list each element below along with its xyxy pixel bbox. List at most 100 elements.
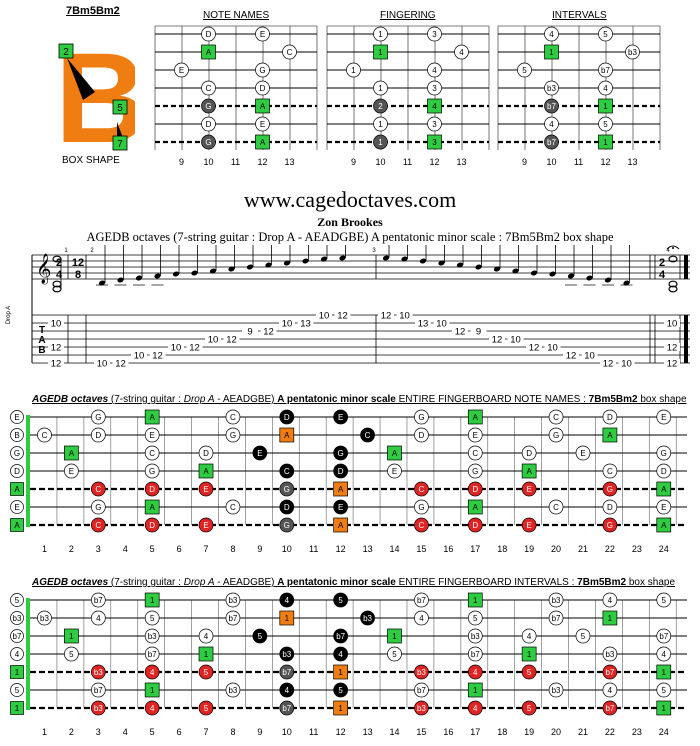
note-marker-square (333, 481, 349, 497)
fret-number: 3 (96, 544, 101, 554)
tab-number: 9 (476, 327, 481, 338)
note-head (438, 260, 445, 266)
tab-number: 10 (134, 351, 145, 362)
time-sig: 4 (659, 269, 666, 281)
tab-letter: A (38, 335, 45, 346)
note-label: E (203, 485, 208, 494)
note-label: E (14, 413, 19, 422)
note-marker-circle (144, 628, 160, 644)
note-label: 1 (473, 686, 478, 695)
note-marker-circle (387, 463, 402, 479)
note-marker-circle (255, 116, 270, 132)
note-label: b3 (94, 704, 103, 713)
note-label: G (607, 485, 613, 494)
note-label: 4 (432, 66, 437, 75)
note-marker-square (387, 628, 402, 644)
note-label: D (149, 521, 155, 530)
author: Zon Brookes (317, 215, 383, 229)
note-marker-circle (201, 116, 216, 132)
tab-bg (544, 343, 561, 351)
note-label: 5 (527, 668, 532, 677)
note-marker-circle (656, 409, 672, 425)
note-head (512, 268, 519, 274)
tab-bg (48, 359, 64, 367)
note-marker-circle (467, 517, 483, 533)
fret-number: 4 (123, 544, 128, 554)
note-label: E (257, 449, 262, 458)
note-label: E (69, 467, 74, 476)
note-label: D (419, 431, 425, 440)
tab-bg (94, 359, 110, 367)
logo-wedge-bottom (117, 122, 123, 138)
time-sig: 4 (56, 269, 63, 281)
note-label: C (553, 503, 559, 512)
tab-bg (396, 311, 413, 319)
note-label: 5 (581, 632, 586, 641)
note-marker-circle (548, 682, 564, 698)
note-label: D (14, 467, 20, 476)
note-marker-square (521, 463, 537, 479)
note-marker-circle (521, 481, 537, 497)
note-marker-circle (225, 427, 241, 443)
note-marker-circle (656, 445, 672, 461)
note-label: b7 (471, 650, 480, 659)
note-label: b7 (13, 632, 22, 641)
note-marker-square (544, 44, 559, 60)
note-marker-square (656, 517, 672, 533)
box-shape-logo: B 2 5 7 (55, 30, 135, 155)
tab-number: 10 (510, 335, 521, 346)
fret-number: 9 (351, 157, 356, 167)
tab-number: 12 (566, 351, 577, 362)
note-label: D (149, 485, 155, 494)
note-label: 2 (378, 102, 383, 111)
fret-number: 12 (336, 544, 346, 554)
note-marker-square (144, 592, 160, 608)
note-marker-circle (144, 481, 160, 497)
note-head (135, 275, 143, 281)
note-label: 5 (527, 704, 532, 713)
note-label: 4 (459, 48, 464, 57)
note-head (283, 260, 291, 266)
note-label: D (607, 413, 613, 422)
note-marker-circle (225, 499, 241, 515)
note-label: 1 (204, 650, 209, 659)
fret-number: 14 (389, 544, 399, 554)
note-marker-circle (201, 134, 216, 150)
note-marker-circle (333, 499, 349, 515)
note-marker-circle (602, 463, 618, 479)
note-label: 1 (378, 48, 383, 57)
measure-number: 4 (666, 248, 670, 254)
note-marker-circle (252, 445, 268, 461)
note-marker-circle (467, 700, 483, 716)
logo-finger-box (112, 135, 128, 151)
note-label: b3 (40, 614, 49, 623)
note-marker-circle (201, 80, 216, 96)
tab-number: 13 (300, 319, 311, 330)
fret-number: 13 (363, 544, 373, 554)
fret-number: 19 (524, 544, 534, 554)
note-label: 5 (258, 632, 263, 641)
tab-number: 12 (603, 359, 614, 370)
note-label: 4 (473, 668, 478, 677)
note-label: 1 (473, 596, 478, 605)
nut (26, 598, 30, 710)
fret-number: 10 (546, 157, 556, 167)
note-label: C (607, 467, 613, 476)
note-marker-circle (548, 592, 564, 608)
note-label: 5 (204, 704, 209, 713)
note-marker-circle (333, 409, 349, 425)
fret-number: 21 (578, 727, 588, 737)
note-label: b7 (228, 614, 237, 623)
note-marker-circle (144, 445, 160, 461)
note-marker-circle (10, 410, 24, 424)
note-marker-circle (427, 62, 442, 78)
note-marker-square (64, 628, 79, 644)
box-shape-label: BOX SHAPE (62, 155, 120, 166)
fret-number: 1 (42, 727, 47, 737)
col-title-intervals: INTERVALS (552, 10, 607, 21)
note-label: A (69, 449, 75, 458)
tab-bg (334, 311, 351, 319)
fret-number: 24 (659, 544, 669, 554)
note-marker-circle (10, 647, 24, 661)
note-label: b7 (605, 704, 614, 713)
